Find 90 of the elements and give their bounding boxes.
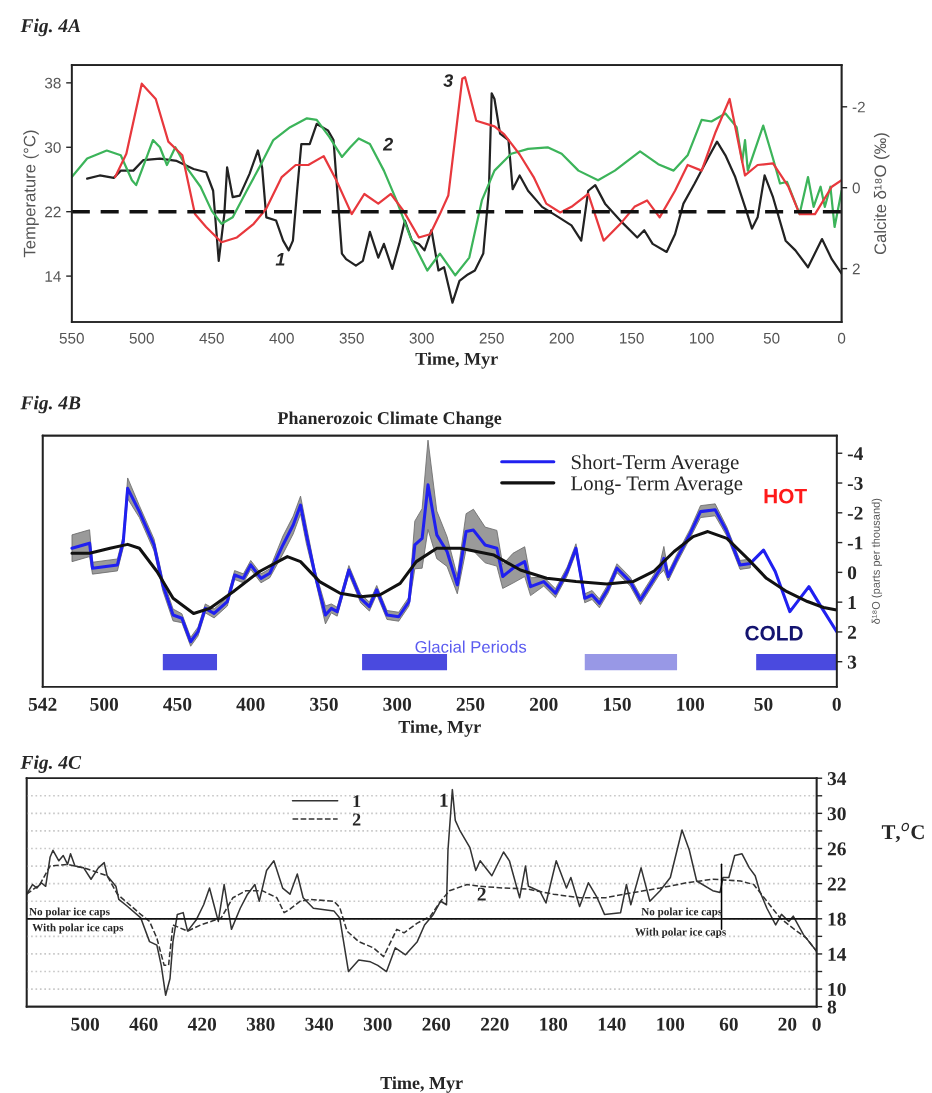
- y-tick-label: 38: [44, 77, 61, 89]
- annotation: 1: [440, 793, 448, 807]
- x-tick-label: 200: [549, 332, 574, 344]
- y2-tick-label: -1: [847, 536, 863, 550]
- y2-axis-title: δ¹⁸O (parts per thousand): [871, 498, 883, 624]
- y2-tick-label: -3: [847, 476, 863, 490]
- x-tick-label: 180: [540, 1017, 568, 1031]
- x-tick-label: 140: [598, 1017, 626, 1031]
- x-tick-label: 20: [778, 1017, 797, 1031]
- legend-label: 2: [352, 813, 361, 826]
- x-tick-label: 400: [236, 697, 265, 711]
- y2-tick-label: 34: [827, 772, 847, 786]
- y2-tick-label: 30: [827, 807, 846, 821]
- x-tick-label: 450: [163, 697, 192, 711]
- x-tick-label: 400: [269, 332, 294, 344]
- x-tick-label: 200: [529, 697, 558, 711]
- x-tick-label: 300: [363, 1017, 392, 1031]
- x-axis-title: Time, Myr: [415, 352, 498, 369]
- y2-tick-label: 2: [847, 625, 857, 639]
- chart-title: Fig. 4A: [20, 18, 81, 37]
- annotation: Glacial Periods: [415, 640, 527, 653]
- y2-tick-label: 1: [848, 596, 856, 609]
- x-tick-label: 500: [129, 332, 154, 344]
- y2-tick-label: 3: [847, 655, 857, 669]
- x-axis-title: Time, Myr: [398, 720, 481, 737]
- x-tick-label: 500: [71, 1017, 100, 1031]
- legend-label: 1: [353, 795, 361, 808]
- y2-tick-label: -4: [847, 447, 863, 460]
- line-series: [114, 76, 842, 244]
- y2-tick-label: 22: [827, 877, 846, 891]
- x-tick-label: 50: [763, 332, 780, 344]
- annotation: COLD: [745, 625, 803, 641]
- x-tick-label: 0: [837, 332, 846, 344]
- y-tick-label: 30: [44, 142, 61, 153]
- chart-subtitle: Phanerozoic Climate Change: [277, 411, 502, 428]
- y2-tick-label: 0: [847, 566, 857, 580]
- x-tick-label: 250: [479, 332, 504, 344]
- y2-tick-label: 8: [827, 1000, 837, 1014]
- annotation: No polar ice caps: [29, 907, 110, 918]
- annotation: 2: [477, 887, 486, 901]
- y-tick-label: 22: [45, 206, 61, 218]
- x-tick-label: 0: [832, 697, 841, 711]
- y2-tick-label: -2: [852, 101, 865, 113]
- y2-tick-label: 26: [827, 842, 846, 856]
- x-tick-label: 100: [677, 697, 705, 711]
- x-tick-label: 460: [129, 1017, 158, 1031]
- x-tick-label: 380: [246, 1017, 275, 1031]
- x-tick-label: 100: [690, 332, 714, 344]
- annotation: HOT: [764, 488, 807, 504]
- x-axis-title: Time, Myr: [380, 1076, 463, 1093]
- annotation: 3: [443, 74, 454, 87]
- annotation: With polar ice caps: [635, 927, 726, 938]
- y-axis-title: Temperature (°C): [23, 130, 39, 258]
- chart-title: Fig. 4B: [20, 395, 81, 414]
- y2-tick-label: -2: [847, 506, 863, 520]
- line-series: [71, 112, 842, 277]
- x-tick-label: 250: [456, 697, 485, 711]
- x-tick-label: 350: [310, 697, 338, 711]
- x-tick-label: 550: [59, 332, 84, 344]
- annotation: 1: [275, 253, 285, 266]
- y2-tick-label: 14: [828, 947, 847, 961]
- y2-tick-label: 2: [852, 263, 860, 275]
- x-tick-label: 542: [28, 697, 57, 711]
- x-tick-label: 0: [812, 1017, 821, 1031]
- chart-title: Fig. 4C: [20, 755, 82, 773]
- x-tick-label: 420: [187, 1017, 217, 1031]
- x-tick-label: 150: [603, 697, 631, 711]
- x-tick-label: 450: [199, 332, 224, 344]
- x-tick-label: 300: [409, 332, 434, 344]
- x-tick-label: 300: [383, 697, 412, 711]
- y-tick-label: 14: [45, 271, 61, 282]
- x-tick-label: 350: [339, 332, 364, 344]
- x-tick-label: 100: [657, 1017, 685, 1031]
- x-tick-label: 220: [481, 1017, 509, 1031]
- x-tick-label: 340: [305, 1017, 334, 1031]
- x-tick-label: 60: [719, 1017, 738, 1031]
- y2-axis-title: Calcite δ¹⁸O (‰): [873, 133, 890, 255]
- x-tick-label: 260: [422, 1017, 451, 1031]
- y2-tick-label: 10: [828, 982, 846, 997]
- y2-tick-label: 0: [852, 182, 860, 194]
- x-tick-label: 150: [620, 332, 644, 344]
- line-series: [70, 530, 837, 615]
- legend-label: Short-Term Average: [571, 454, 739, 474]
- y2-axis-title: T,$^{o}$C: [881, 822, 924, 843]
- annotation: 2: [382, 137, 393, 151]
- legend-label: Long- Term Average: [571, 476, 743, 495]
- annotation: With polar ice caps: [32, 923, 124, 934]
- x-tick-label: 500: [90, 697, 119, 711]
- y2-tick-label: 18: [828, 912, 846, 926]
- x-tick-label: 50: [754, 697, 773, 711]
